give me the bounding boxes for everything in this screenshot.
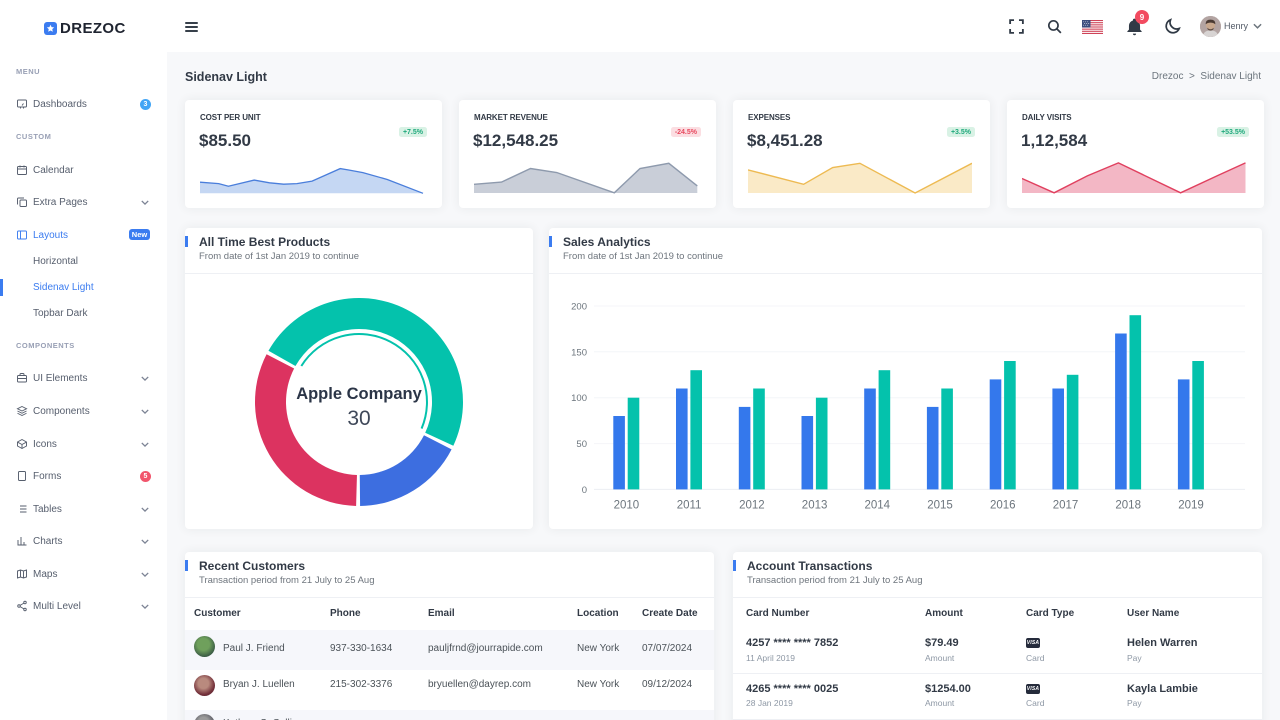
svg-text:2017: 2017 bbox=[1053, 499, 1079, 511]
svg-text:0: 0 bbox=[582, 485, 587, 496]
svg-text:150: 150 bbox=[571, 347, 587, 358]
svg-text:2018: 2018 bbox=[1115, 499, 1141, 511]
svg-text:2012: 2012 bbox=[739, 499, 765, 511]
svg-text:2013: 2013 bbox=[802, 499, 828, 511]
svg-text:2016: 2016 bbox=[990, 499, 1016, 511]
svg-text:50: 50 bbox=[576, 439, 587, 450]
svg-text:2015: 2015 bbox=[927, 499, 953, 511]
svg-text:2011: 2011 bbox=[677, 499, 702, 511]
svg-text:2014: 2014 bbox=[865, 499, 891, 511]
svg-text:2019: 2019 bbox=[1178, 499, 1204, 511]
svg-text:2010: 2010 bbox=[614, 499, 640, 511]
svg-text:100: 100 bbox=[571, 393, 587, 404]
svg-text:200: 200 bbox=[571, 302, 587, 313]
